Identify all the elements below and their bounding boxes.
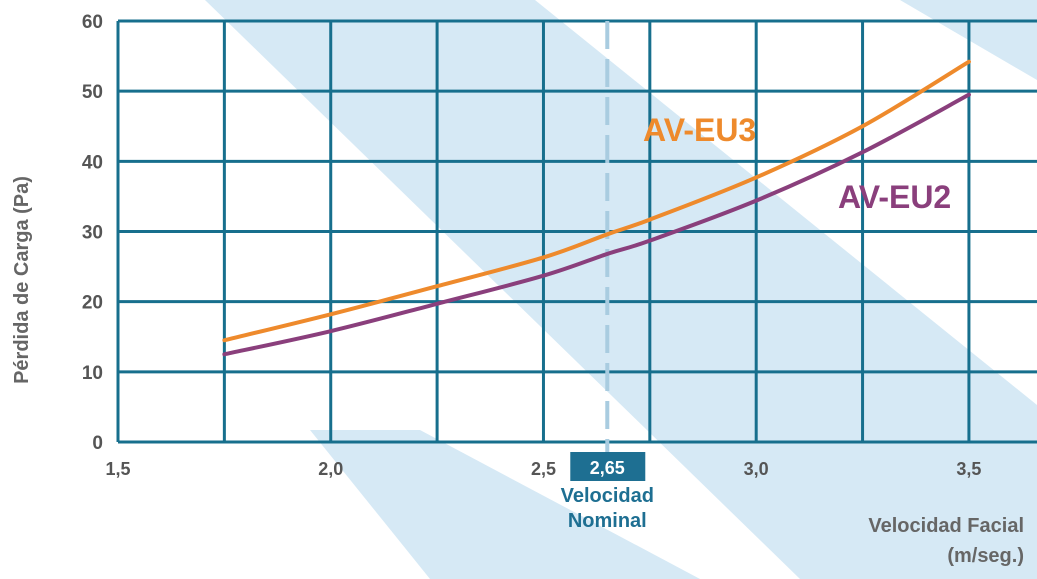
series-label-av-eu3: AV-EU3 — [643, 112, 756, 148]
nominal-velocity-annotation: 2,65 Velocidad Nominal — [561, 452, 654, 532]
series-label-av-eu2: AV-EU2 — [838, 179, 951, 215]
grid — [116, 19, 1037, 444]
x-axis-label-line-2: (m/seg.) — [947, 545, 1024, 567]
y-tick-label: 30 — [82, 223, 103, 244]
x-tick-label: 3,5 — [956, 459, 981, 479]
background-diagonal-band — [205, 0, 1037, 579]
nominal-value-box — [570, 452, 646, 481]
nominal-value-label: 2,65 — [590, 458, 625, 478]
y-tick-label: 0 — [92, 433, 103, 454]
x-tick-label: 2,0 — [318, 459, 343, 479]
y-tick-label: 50 — [82, 82, 103, 103]
y-tick-label: 60 — [82, 12, 103, 33]
series-line-av-eu3 — [222, 59, 971, 343]
series-layer — [222, 59, 971, 357]
nominal-caption-line-1: Velocidad — [561, 485, 654, 507]
nominal-caption-line-2: Nominal — [568, 510, 647, 532]
series-line-av-eu2 — [222, 92, 971, 357]
x-axis-label-line-1: Velocidad Facial — [868, 515, 1024, 537]
y-axis-label: Pérdida de Carga (Pa) — [11, 176, 33, 384]
x-tick-label: 1,5 — [105, 459, 130, 479]
y-tick-label: 40 — [82, 152, 103, 173]
tick-labels: 0 10 20 30 40 50 60 1,5 2,0 2,5 3,0 3,5 — [82, 12, 982, 479]
x-tick-label: 3,0 — [744, 459, 769, 479]
x-tick-label: 2,5 — [531, 459, 556, 479]
background-lower-band — [310, 430, 700, 579]
y-tick-label: 20 — [82, 293, 103, 314]
y-tick-label: 10 — [82, 363, 103, 384]
